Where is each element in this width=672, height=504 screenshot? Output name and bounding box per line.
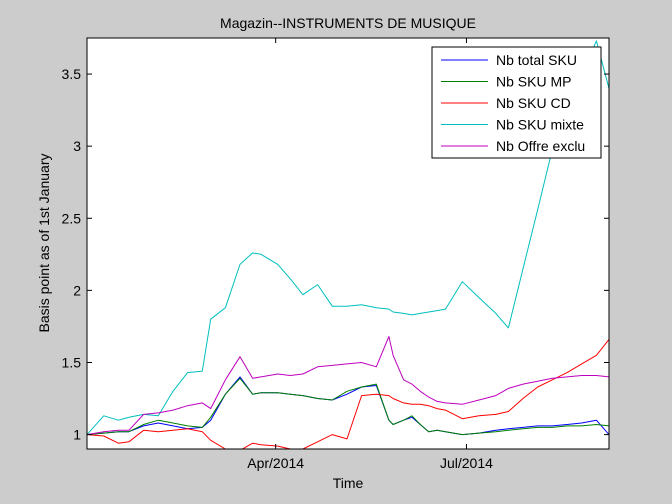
ticks-layer: 1 1.5 2 2.5 3 3.5 Apr/2014 Jul/2014 <box>62 38 609 471</box>
axes-box <box>86 37 610 450</box>
y-tick-label-2: 1.5 <box>62 354 82 370</box>
x-axis-label: Time <box>333 475 364 491</box>
series-line-5 <box>87 336 609 436</box>
chart-title: Magazin--INSTRUMENTS DE MUSIQUE <box>220 15 476 31</box>
series-line-2 <box>87 377 609 436</box>
y-tick-label-3: 2 <box>73 282 81 298</box>
y-tick-label-6: 3.5 <box>62 66 82 82</box>
legend-label-5: Nb Offre exclu <box>496 138 585 154</box>
legend-label-2: Nb SKU MP <box>496 74 571 90</box>
series-line-4 <box>87 40 609 435</box>
legend-label-1: Nb total SKU <box>496 52 577 68</box>
x-tick-label-1: Apr/2014 <box>247 455 304 471</box>
y-tick-label-1: 1 <box>73 427 81 443</box>
x-tick-label-2: Jul/2014 <box>440 455 493 471</box>
legend-label-4: Nb SKU mixte <box>496 117 584 133</box>
y-axis-label: Basis point as of 1st January <box>36 154 52 333</box>
legend-label-3: Nb SKU CD <box>496 95 571 111</box>
series-line-3 <box>87 339 609 449</box>
y-tick-label-4: 2.5 <box>62 210 82 226</box>
legend: Nb total SKU Nb SKU MP Nb SKU CD Nb SKU mix… <box>431 46 602 159</box>
series-layer <box>87 40 609 449</box>
y-tick-label-5: 3 <box>73 138 81 154</box>
